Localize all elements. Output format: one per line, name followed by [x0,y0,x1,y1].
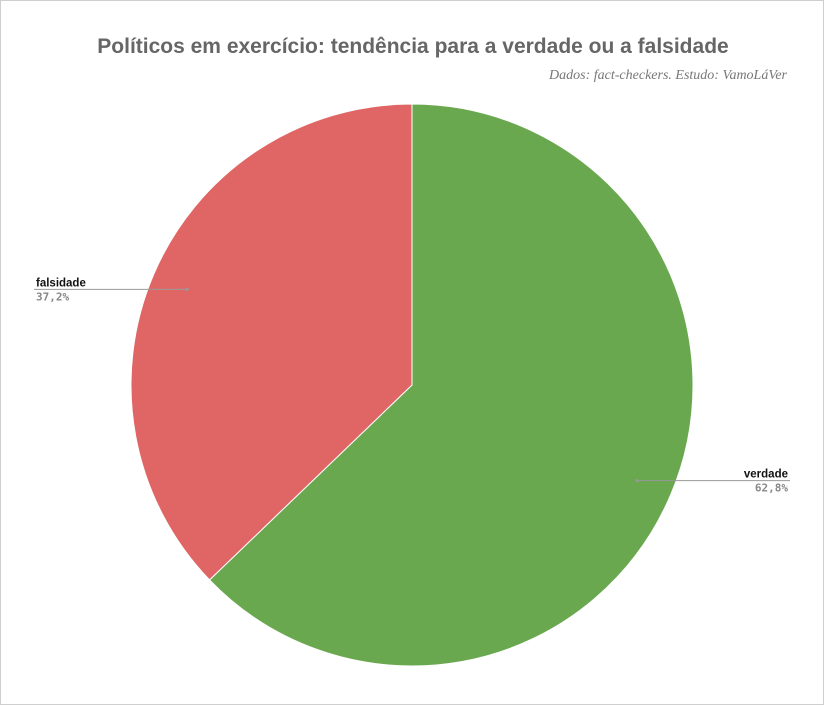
slice-label-falsidade: falsidade [36,277,86,289]
pie-slices [130,103,694,667]
chart-title: Políticos em exercício: tendência para a… [97,35,729,58]
slice-value-verdade: 62,8% [755,482,788,495]
slice-value-falsidade: 37,2% [36,290,69,303]
slice-label-verdade: verdade [744,469,788,481]
pie-slice-verdade [208,103,694,667]
leader-dot-verdade [635,479,639,483]
pie-slice-falsidade [130,103,413,581]
leader-dot-falsidade [185,287,189,291]
chart-subtitle: Dados: fact-checkers. Estudo: VamoLáVer [549,68,787,83]
